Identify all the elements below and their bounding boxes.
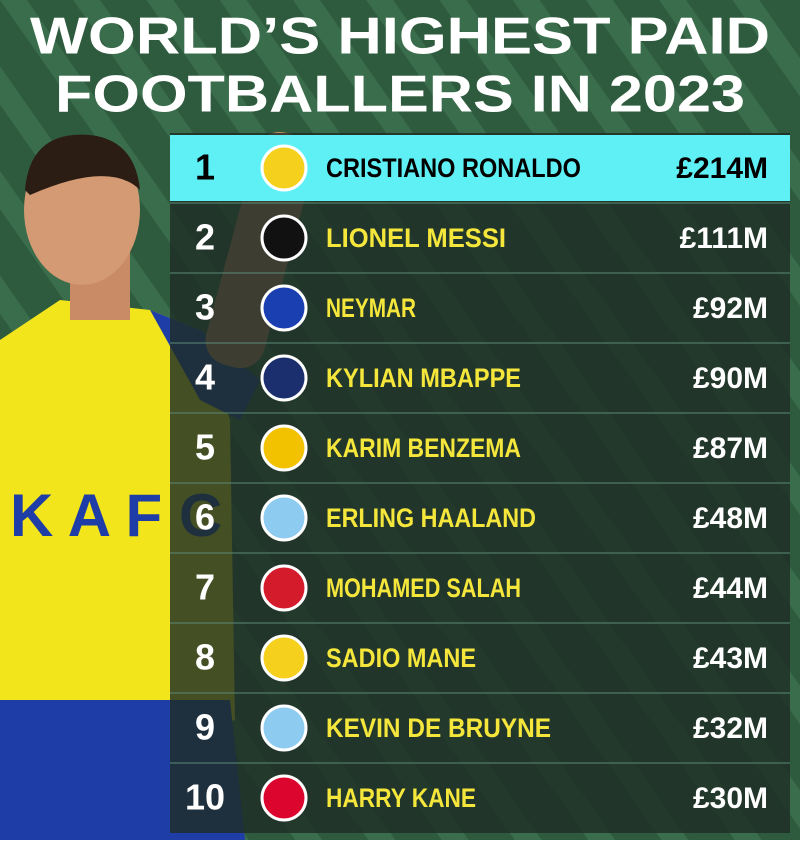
club-logo <box>260 704 308 752</box>
salary: £30M <box>693 782 768 815</box>
title-line: WORLD’S HIGHEST PAID <box>30 8 770 66</box>
title-line: FOOTBALLERS IN 2023 <box>55 66 745 124</box>
rank: 5 <box>195 427 215 468</box>
club-logo <box>260 354 308 402</box>
rank: 6 <box>195 497 215 538</box>
player-name: CRISTIANO RONALDO <box>326 153 581 183</box>
player-name: HARRY KANE <box>326 783 476 813</box>
player-name: NEYMAR <box>326 293 416 323</box>
player-name: MOHAMED SALAH <box>326 573 521 603</box>
player-name: SADIO MANE <box>326 643 476 673</box>
player-name: ERLING HAALAND <box>326 503 536 533</box>
salary: £43M <box>693 642 768 675</box>
rank: 2 <box>195 217 215 258</box>
salary: £92M <box>693 292 768 325</box>
club-logo <box>260 284 308 332</box>
club-logo <box>260 634 308 682</box>
player-name: KEVIN DE BRUYNE <box>326 713 551 743</box>
rank: 1 <box>195 147 215 188</box>
rank: 9 <box>195 707 215 748</box>
player-name: KARIM BENZEMA <box>326 433 521 463</box>
salary: £48M <box>693 502 768 535</box>
club-logo <box>260 564 308 612</box>
player-name: LIONEL MESSI <box>326 223 506 253</box>
salary: £90M <box>693 362 768 395</box>
ranking-table: 1 CRISTIANO RONALDO £214M 2 LIONEL MESSI £111… <box>170 133 790 833</box>
salary: £44M <box>693 572 768 605</box>
rank: 7 <box>195 567 215 608</box>
rank: 3 <box>195 287 215 328</box>
salary: £214M <box>676 152 768 185</box>
rank: 4 <box>195 357 215 398</box>
salary: £32M <box>693 712 768 745</box>
salary: £111M <box>680 222 768 255</box>
club-logo <box>260 494 308 542</box>
club-logo <box>260 424 308 472</box>
rank: 8 <box>195 637 215 678</box>
player-name: KYLIAN MBAPPE <box>326 363 521 393</box>
rank: 10 <box>185 777 225 818</box>
club-logo <box>260 774 308 822</box>
club-logo <box>260 214 308 262</box>
club-logo <box>260 144 308 192</box>
salary: £87M <box>693 432 768 465</box>
